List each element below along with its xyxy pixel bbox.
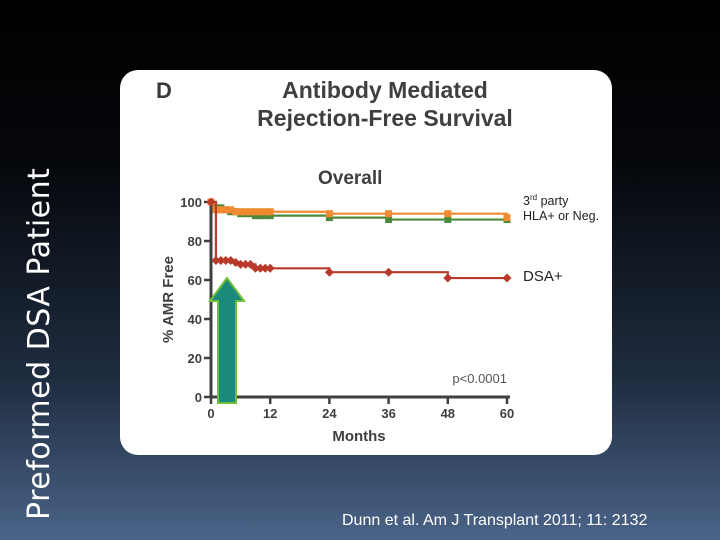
x-tick-label: 60 — [500, 406, 514, 421]
series-2-point — [236, 259, 246, 269]
panel-letter: D — [156, 78, 172, 103]
x-tick-label: 36 — [381, 406, 395, 421]
figure-subtitle: Overall — [318, 168, 383, 189]
x-axis-label: Months — [332, 428, 385, 445]
series-2-point — [260, 263, 270, 273]
series-1-point — [251, 208, 259, 216]
series-1-point — [246, 208, 254, 216]
series-2-point — [265, 263, 275, 273]
x-tick-label: 24 — [322, 406, 337, 421]
y-tick-label: 100 — [180, 195, 202, 210]
figure-title-line-1: Antibody Mediated — [282, 77, 488, 103]
legend-third-party-text: party HLA+ or Neg. — [523, 194, 600, 224]
series-2-point — [324, 267, 334, 277]
series-0-point — [444, 216, 452, 224]
figure-card: D Antibody Mediated Rejection-Free Survi… — [120, 70, 612, 455]
legend-third-party-superscript: rd — [529, 193, 538, 202]
series-1-point — [222, 206, 230, 214]
y-tick-label: 20 — [188, 351, 202, 366]
series-0-point — [266, 212, 274, 220]
up-arrow-icon — [208, 276, 246, 404]
y-tick-label: 80 — [188, 234, 202, 249]
citation: Dunn et al. Am J Transplant 2011; 11: 21… — [342, 512, 648, 529]
p-value-annotation: p<0.0001 — [452, 371, 507, 386]
series-1-point — [444, 210, 452, 218]
figure-title: Antibody Mediated Rejection-Free Surviva… — [230, 76, 540, 132]
survival-chart: 0 20 40 60 80 100 0 12 24 36 48 60 Months % AMR Free p… — [160, 195, 514, 445]
series-1-point — [232, 208, 240, 216]
series-1-point — [266, 208, 274, 216]
series-2-point — [221, 256, 231, 265]
y-axis-label: % AMR Free — [160, 256, 177, 343]
series-0-point — [256, 212, 264, 220]
series-2-point — [211, 256, 221, 265]
series-2-point — [255, 263, 265, 273]
series-1-point — [385, 210, 393, 218]
series-2-point — [384, 267, 394, 277]
series-1-point — [227, 206, 235, 214]
x-tick-label: 0 — [207, 406, 214, 421]
series-1-point — [503, 214, 511, 222]
series-1-point — [237, 208, 245, 216]
series-0-point — [261, 212, 269, 220]
legend-dsa-positive: DSA+ — [523, 268, 563, 285]
legend-third-party: 3rd party HLA+ or Neg. — [523, 190, 603, 224]
legend-third-party-number: 3 — [523, 194, 530, 209]
series-0-point — [325, 214, 333, 222]
series-2-point — [206, 197, 216, 207]
y-tick-label: 0 — [195, 390, 202, 405]
series-2-point — [250, 263, 260, 273]
series-1-point — [325, 210, 333, 218]
figure-title-line-2: Rejection-Free Survival — [257, 105, 513, 131]
y-tick-label: 60 — [188, 273, 202, 288]
x-tick-label: 12 — [263, 406, 277, 421]
y-tick-label: 40 — [188, 312, 202, 327]
series-2-point — [241, 259, 251, 269]
series-1-point — [261, 208, 269, 216]
series-2-point — [231, 257, 241, 267]
series-2-point — [216, 256, 226, 265]
x-tick-label: 48 — [441, 406, 455, 421]
vertical-slide-title: Preformed DSA Patient — [22, 167, 57, 520]
series-2-point — [226, 256, 236, 265]
series-1-point — [242, 208, 250, 216]
series-1-point — [256, 208, 264, 216]
series-0-point — [251, 212, 259, 220]
series-0-point — [385, 216, 393, 224]
series-2-point — [443, 273, 453, 283]
series-1-point — [217, 206, 225, 214]
series-2-point — [502, 273, 512, 283]
